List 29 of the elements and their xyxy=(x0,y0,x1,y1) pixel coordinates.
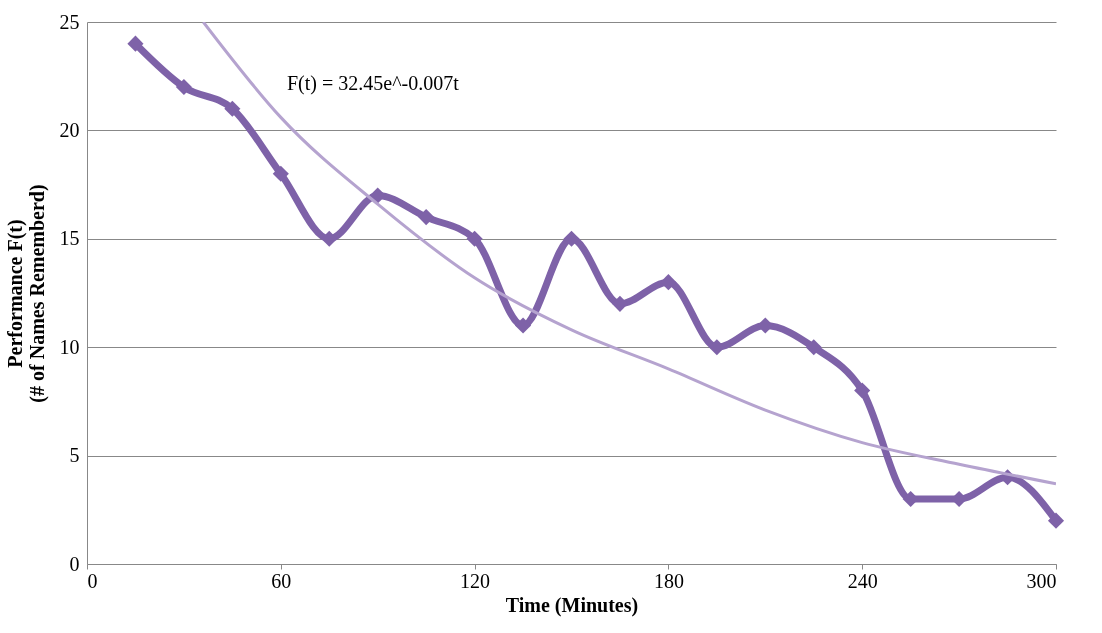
annotation: F(t) = 32.45e^-0.007t xyxy=(287,72,460,95)
y-tick-label: 25 xyxy=(59,10,80,33)
y-tick-label: 20 xyxy=(59,118,80,141)
point xyxy=(854,382,871,399)
point xyxy=(1047,512,1065,529)
y-tick-label: 5 xyxy=(69,444,80,467)
point xyxy=(272,165,289,182)
x-tick-label: 240 xyxy=(847,569,878,592)
point xyxy=(514,317,532,334)
x-tick-label: 60 xyxy=(271,569,292,592)
y-axis-title: Performance F(t) (# of Names Rememberd) xyxy=(3,184,49,403)
point xyxy=(175,78,192,96)
point xyxy=(418,209,435,226)
y-tick-label: 15 xyxy=(59,227,80,250)
point xyxy=(224,100,241,117)
x-tick-label: 0 xyxy=(87,569,98,592)
x-tick-label: 120 xyxy=(460,569,491,592)
point xyxy=(563,230,580,247)
line-series xyxy=(201,22,1056,486)
y-tick-label: 0 xyxy=(69,552,80,575)
x-tick-label: 300 xyxy=(1026,569,1057,592)
point xyxy=(466,230,483,247)
y-tick-label: 10 xyxy=(59,335,80,358)
x-tick-label: 180 xyxy=(653,569,684,592)
point xyxy=(805,339,822,356)
x-axis-title: Time (Minutes) xyxy=(505,593,639,617)
point xyxy=(660,274,677,291)
point xyxy=(321,230,338,247)
point xyxy=(127,35,144,52)
